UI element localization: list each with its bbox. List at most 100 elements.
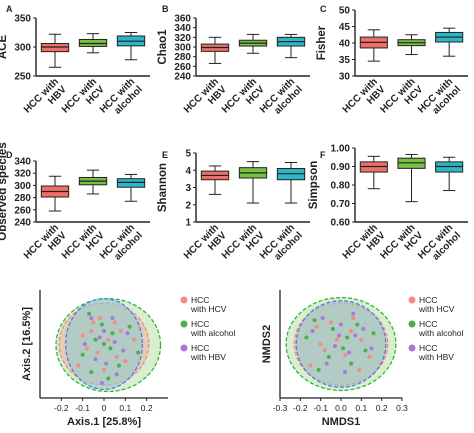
point-hbv bbox=[361, 326, 366, 331]
point-hbv bbox=[369, 346, 374, 351]
legend-marker bbox=[408, 296, 416, 304]
legend-label: with HBV bbox=[190, 352, 226, 362]
point-hcv bbox=[76, 363, 81, 368]
legend-label: HCC bbox=[191, 295, 209, 305]
y-tick-label: 45 bbox=[339, 22, 351, 33]
point-hbv bbox=[332, 344, 337, 349]
y-tick-label: 280 bbox=[14, 193, 31, 204]
y-tick-label: 30 bbox=[339, 72, 351, 83]
legend-marker bbox=[180, 320, 188, 328]
point-alcohol bbox=[371, 331, 376, 336]
panel-label: B bbox=[162, 4, 169, 14]
legend-label: HCC bbox=[419, 319, 437, 329]
y-tick-label: 35 bbox=[339, 55, 351, 66]
y-tick-label: 240 bbox=[14, 218, 31, 229]
legend-label: HCC bbox=[419, 295, 437, 305]
point-alcohol bbox=[106, 376, 111, 381]
nmds-scatter-plot: -0.3 -0.2 -0.1 0.0 0.1 0.2 0.3NMDS1NMDS2HCCwit… bbox=[261, 290, 464, 428]
box-hcc-with-hbv bbox=[40, 33, 70, 68]
y-tick-label: 300 bbox=[14, 43, 31, 54]
y-tick-label: 2 bbox=[185, 200, 191, 211]
panel-label: D bbox=[6, 150, 13, 160]
point-hbv bbox=[104, 361, 109, 366]
point-hbv bbox=[351, 311, 356, 316]
legend-label: with alcohol bbox=[418, 328, 464, 338]
x-tick-label: 0.3 bbox=[396, 403, 408, 413]
point-hcv bbox=[91, 320, 96, 325]
legend-marker bbox=[408, 320, 416, 328]
point-hbv bbox=[112, 339, 117, 344]
box-hcc-with-hcv bbox=[238, 161, 268, 204]
point-alcohol bbox=[93, 337, 98, 342]
point-hcv bbox=[114, 354, 119, 359]
point-alcohol bbox=[102, 342, 106, 346]
point-hcv bbox=[349, 329, 354, 334]
point-alcohol bbox=[345, 335, 350, 340]
y-tick-label: 1 bbox=[185, 218, 191, 229]
point-hbv bbox=[320, 316, 325, 321]
y-tick-label: 1.00 bbox=[331, 144, 351, 155]
point-alcohol bbox=[99, 322, 104, 327]
y-axis-label: ACE bbox=[0, 35, 9, 60]
y-tick-label: 320 bbox=[174, 33, 191, 44]
panel-label: E bbox=[162, 150, 168, 160]
plot-area bbox=[285, 296, 397, 392]
y-axis-label: Observed species bbox=[0, 142, 9, 240]
point-hcv bbox=[119, 329, 124, 334]
legend-label: HCC bbox=[419, 343, 437, 353]
y-tick-label: 250 bbox=[14, 72, 31, 83]
point-hcv bbox=[131, 337, 136, 342]
box-hcc-with-alcohol bbox=[276, 161, 306, 204]
y-tick-label: 320 bbox=[14, 169, 31, 180]
y-tick-label: 0.70 bbox=[331, 199, 351, 210]
y-tick-label: 50 bbox=[339, 6, 351, 17]
point-alcohol bbox=[330, 326, 335, 331]
point-hbv bbox=[99, 380, 104, 385]
y-tick-label: 40 bbox=[339, 39, 351, 50]
legend-label: with alcohol bbox=[190, 328, 236, 338]
point-hbv bbox=[97, 335, 102, 340]
x-tick-label: 0.2 bbox=[376, 403, 388, 413]
point-alcohol bbox=[349, 361, 354, 366]
y-tick-label: 280 bbox=[174, 52, 191, 63]
point-hbv bbox=[82, 342, 87, 346]
point-hcv bbox=[123, 359, 128, 364]
confidence-ellipse-hbv bbox=[295, 300, 387, 388]
point-hcv bbox=[343, 352, 348, 357]
point-hcv bbox=[314, 324, 319, 329]
point-hbv bbox=[114, 372, 119, 377]
point-alcohol bbox=[304, 335, 309, 340]
legend-label: with HCV bbox=[418, 304, 455, 314]
x-tick-label: -0.2 bbox=[54, 403, 69, 413]
y-tick-label: 0.60 bbox=[331, 218, 351, 229]
y-tick-label: 4 bbox=[185, 166, 191, 177]
point-alcohol bbox=[110, 331, 115, 336]
y-axis-label: Chao1 bbox=[157, 29, 169, 65]
box-hcc-with-alcohol bbox=[116, 32, 146, 61]
legend-marker bbox=[408, 344, 416, 352]
box-hcc-with-hbv bbox=[200, 165, 230, 195]
point-hcv bbox=[318, 342, 323, 346]
y-axis-label: Simpson bbox=[308, 161, 320, 210]
x-tick-label: 0.0 bbox=[335, 403, 347, 413]
box-hcc-with-hbv bbox=[200, 36, 230, 64]
y-tick-label: 350 bbox=[14, 14, 31, 25]
point-alcohol bbox=[312, 318, 317, 323]
y-tick-label: 5 bbox=[185, 149, 191, 160]
box-hcc-with-hcv bbox=[78, 33, 108, 54]
